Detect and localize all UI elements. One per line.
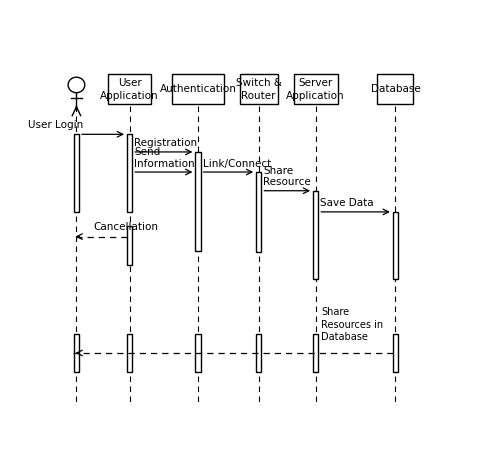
Bar bbox=[313, 191, 318, 279]
Text: Registration: Registration bbox=[134, 138, 197, 148]
Bar bbox=[74, 333, 79, 372]
Text: Share
Resources in
Database: Share Resources in Database bbox=[321, 307, 384, 342]
Text: Share
Resource: Share Resource bbox=[263, 166, 311, 187]
Bar bbox=[196, 333, 200, 372]
Bar bbox=[108, 74, 151, 104]
Bar bbox=[127, 333, 132, 372]
Bar bbox=[393, 212, 398, 279]
Bar bbox=[294, 74, 338, 104]
Text: Database: Database bbox=[370, 84, 420, 94]
Text: User
Application: User Application bbox=[100, 78, 159, 101]
Bar bbox=[127, 134, 132, 212]
Bar bbox=[74, 134, 79, 212]
Text: Server
Application: Server Application bbox=[286, 78, 345, 101]
Bar bbox=[127, 226, 132, 265]
Text: Authentication: Authentication bbox=[160, 84, 236, 94]
Bar bbox=[240, 74, 278, 104]
Text: Send
Information: Send Information bbox=[134, 147, 195, 169]
Text: Save Data: Save Data bbox=[320, 198, 374, 208]
Text: User Login: User Login bbox=[28, 120, 83, 130]
Bar bbox=[377, 74, 414, 104]
Bar bbox=[256, 172, 261, 252]
Bar bbox=[196, 152, 200, 251]
Text: Cancellation: Cancellation bbox=[94, 222, 159, 232]
Bar bbox=[393, 333, 398, 372]
Bar bbox=[172, 74, 223, 104]
Text: Link/Connect: Link/Connect bbox=[202, 158, 271, 169]
Text: Switch &
Router: Switch & Router bbox=[236, 78, 282, 101]
Bar bbox=[256, 333, 261, 372]
Bar bbox=[313, 333, 318, 372]
